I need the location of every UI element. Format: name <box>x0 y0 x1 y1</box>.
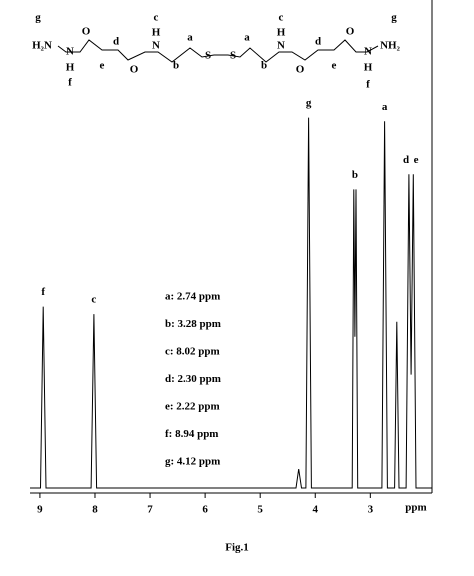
assignment: g: 4.12 ppm <box>165 456 220 468</box>
structure-label: O <box>82 26 91 38</box>
structure-label: e <box>100 60 105 72</box>
caption: Fig.1 <box>225 542 249 554</box>
assignment: b: 3.28 ppm <box>165 318 221 330</box>
x-tick-label: 9 <box>37 504 43 516</box>
structure-label: b <box>173 60 179 72</box>
assignment: f: 8.94 ppm <box>165 428 218 440</box>
structure-label: H <box>364 62 373 74</box>
structure-label: d <box>113 36 119 48</box>
x-tick-label: 6 <box>202 504 208 516</box>
x-tick-label: 5 <box>257 504 263 516</box>
structure-label: b <box>261 60 267 72</box>
structure-label: c <box>279 12 284 24</box>
assignment: a: 2.74 ppm <box>165 291 220 303</box>
structure-label: O <box>296 64 305 76</box>
x-tick-label: 8 <box>92 504 98 516</box>
peak-label: b <box>352 169 358 181</box>
structure-label: a <box>244 32 250 44</box>
x-tick-label: 3 <box>368 504 374 516</box>
peak-label: d <box>403 154 409 166</box>
structure-label: S <box>230 50 236 62</box>
x-axis-label: ppm <box>405 502 426 514</box>
structure-label: N <box>152 40 160 52</box>
peak-label: e <box>414 154 419 166</box>
structure-label: O <box>346 26 355 38</box>
peak-label: f <box>41 286 45 298</box>
peak-label: a <box>382 101 388 113</box>
x-tick-label: 7 <box>147 504 153 516</box>
assignment: d: 2.30 ppm <box>165 373 221 385</box>
structure-label: N <box>66 46 74 58</box>
structure-label: d <box>315 36 321 48</box>
structure-label: g <box>35 12 41 24</box>
structure-label: H <box>152 27 161 39</box>
spectrum <box>30 117 432 489</box>
structure-label: f <box>68 77 72 89</box>
structure-label: H <box>66 62 75 74</box>
structure-label: H₂N <box>32 40 52 52</box>
structure-label: O <box>130 64 139 76</box>
assignment: e: 2.22 ppm <box>165 401 220 413</box>
structure-label: a <box>187 32 193 44</box>
assignment: c: 8.02 ppm <box>165 346 220 358</box>
structure-label: N <box>277 40 285 52</box>
structure-label: S <box>205 50 211 62</box>
structure-label: H <box>277 27 286 39</box>
peak-label: c <box>91 294 96 306</box>
structure-label: g <box>391 12 397 24</box>
x-tick-label: 4 <box>313 504 319 516</box>
structure-label: c <box>154 12 159 24</box>
peak-label: g <box>306 97 312 109</box>
structure-label: e <box>332 60 337 72</box>
structure-label: f <box>366 79 370 91</box>
structure-label: NH₂ <box>380 40 401 52</box>
structure-label: N <box>364 46 372 58</box>
structure-bonds <box>57 39 379 63</box>
